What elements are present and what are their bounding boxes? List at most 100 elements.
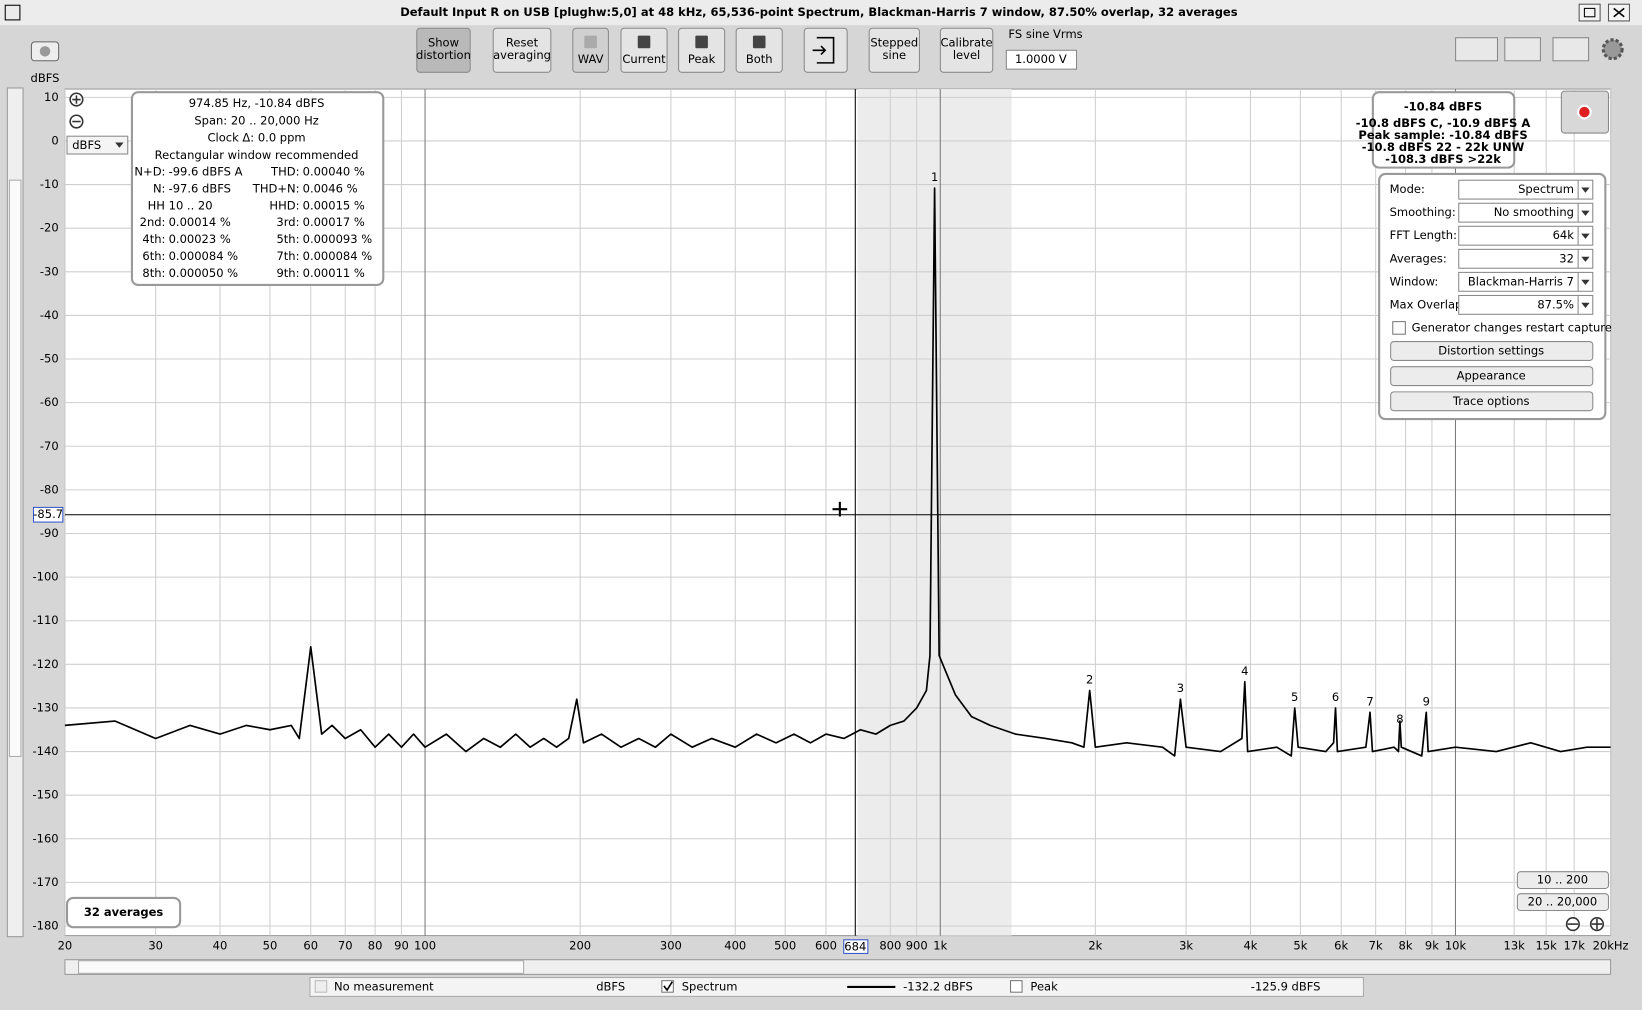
info-key: 8th:: [142, 266, 165, 280]
close-glyph: [1613, 7, 1625, 18]
select-arrow: [115, 142, 124, 148]
v-scroll-thumb[interactable]: [8, 179, 22, 757]
panel-button-label: Distortion settings: [1438, 343, 1544, 357]
level-line: -10.8 dBFS C, -10.9 dBFS A: [1356, 116, 1531, 130]
x-tick-label: 20: [58, 939, 73, 953]
control-select[interactable]: [1458, 202, 1594, 223]
info-value: 0.0046 %: [303, 181, 358, 195]
window-title: Default Input R on USB [plughw:5,0] at 4…: [400, 5, 1238, 19]
control-label: Mode:: [1390, 182, 1425, 196]
panel-button[interactable]: [1390, 366, 1594, 387]
info-key: N+D:: [134, 164, 165, 178]
maximize-button[interactable]: [1578, 3, 1601, 22]
toolbar-button[interactable]: [620, 27, 668, 73]
info-line: Rectangular window recommended: [155, 148, 359, 162]
legend-peak-name: Peak: [1030, 979, 1058, 993]
app-icon: [4, 4, 21, 21]
toolbar-button[interactable]: [735, 27, 783, 73]
y-tick-label: -180: [33, 919, 59, 933]
legend-checkbox[interactable]: [1010, 980, 1023, 993]
checkbox[interactable]: [1392, 321, 1406, 335]
button-label: distortion: [416, 48, 471, 62]
panel-button[interactable]: [1390, 341, 1594, 361]
harmonic-label: 3: [1177, 681, 1184, 695]
fs-label: FS sine Vrms: [1008, 27, 1082, 41]
y-tick-label: 10: [44, 90, 59, 104]
panel-button[interactable]: [1390, 391, 1594, 412]
select-arrow: [1581, 302, 1590, 309]
toolbar-button[interactable]: [416, 27, 471, 73]
toolbar-button[interactable]: [492, 27, 552, 73]
range-button[interactable]: [1516, 871, 1610, 889]
level-main: -10.84 dBFS: [1404, 99, 1482, 113]
x-tick-label: 4k: [1243, 939, 1257, 953]
info-key: HHD:: [269, 198, 299, 212]
info-key: 5th:: [276, 232, 299, 246]
info-key: 9th:: [276, 266, 299, 280]
control-label: Averages:: [1390, 251, 1447, 265]
control-select[interactable]: [1458, 294, 1594, 315]
x-tick-label: 300: [660, 939, 682, 953]
x-tick-label: 70: [338, 939, 353, 953]
x-tick-label: 10k: [1445, 939, 1467, 953]
cursor-y-label: -85.7: [33, 507, 63, 521]
control-select[interactable]: [1458, 271, 1594, 292]
x-tick-label: 40: [213, 939, 228, 953]
fs-input[interactable]: [1005, 49, 1078, 70]
y-tick-label: -60: [40, 395, 59, 409]
legend-bar: [309, 976, 1364, 997]
info-key: 7th:: [276, 249, 299, 263]
select-arrow: [1581, 233, 1590, 239]
y-tick-label: -10: [40, 177, 59, 191]
control-select[interactable]: [1458, 248, 1594, 269]
button-icon: [637, 35, 651, 49]
legend-peak-level: -125.9 dBFS: [1251, 979, 1321, 993]
y-tick-label: -30: [40, 264, 59, 278]
panel-button-label: Appearance: [1457, 369, 1526, 383]
x-tick-label: 20kHz: [1593, 939, 1629, 953]
control-value: 87.5%: [1537, 297, 1574, 311]
control-select[interactable]: [1458, 225, 1594, 246]
x-tick-label: 60: [303, 939, 318, 953]
legend-checkbox[interactable]: [314, 980, 328, 993]
harmonic-label: 2: [1086, 673, 1093, 687]
toolbar-button[interactable]: [868, 27, 920, 73]
y-tick-label: -20: [40, 221, 59, 235]
x-tick-label: 90: [394, 939, 409, 953]
x-tick-label: 500: [774, 939, 796, 953]
view-icon[interactable]: [1552, 37, 1590, 62]
range-button[interactable]: [1516, 893, 1610, 911]
legend-checkbox[interactable]: [661, 980, 674, 993]
settings-icon[interactable]: [1601, 38, 1624, 61]
y-tick-label: -90: [40, 526, 59, 540]
h-scroll-thumb[interactable]: [78, 960, 525, 974]
control-label: FFT Length:: [1390, 228, 1457, 242]
info-key: 2nd:: [140, 215, 166, 229]
x-tick-label: 100: [414, 939, 436, 953]
view-icon[interactable]: [1504, 37, 1541, 62]
toolbar-button[interactable]: [678, 27, 726, 73]
unit-select[interactable]: [66, 135, 129, 155]
button-label: Reset: [506, 35, 539, 49]
button-label: Calibrate: [940, 35, 992, 49]
harmonic-label: 8: [1396, 712, 1403, 726]
y-tick-label: -130: [33, 700, 59, 714]
info-line: Clock Δ: 0.0 ppm: [207, 131, 305, 145]
control-select[interactable]: [1458, 179, 1594, 200]
info-value: 0.00023 %: [169, 232, 231, 246]
info-value: -99.6 dBFS A: [169, 164, 243, 178]
record-led: [1577, 104, 1592, 120]
view-icon[interactable]: [1455, 37, 1499, 62]
button-label: Current: [622, 52, 666, 66]
info-key: N:: [153, 181, 165, 195]
button-label: level: [953, 48, 980, 62]
info-value: 0.00014 %: [169, 215, 231, 229]
x-tick-label: 3k: [1179, 939, 1193, 953]
info-value: 0.00040 %: [303, 164, 365, 178]
info-key: HH 10 .. 20: [148, 198, 213, 212]
info-value: 0.00011 %: [303, 266, 365, 280]
toolbar-button[interactable]: [939, 27, 994, 73]
x-tick-label: 1k: [933, 939, 947, 953]
